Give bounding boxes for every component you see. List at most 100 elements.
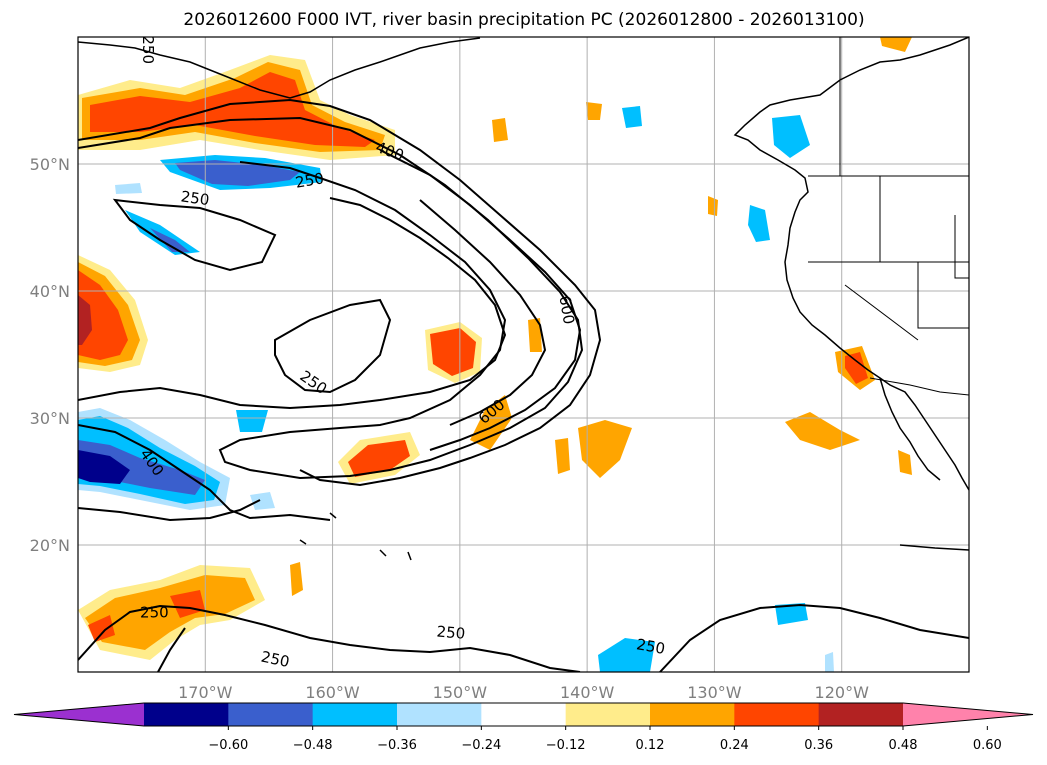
contour-label: 250 — [259, 648, 291, 672]
contour-label: 250 — [180, 187, 211, 209]
contour-label: 250 — [140, 603, 169, 621]
neg-shade-region — [598, 638, 655, 672]
pos-shade-region — [78, 295, 92, 345]
contour-label: 250 — [635, 635, 666, 658]
colorbar-swatch — [650, 703, 735, 726]
neg-shade-region — [125, 210, 200, 255]
pos-shade-region — [492, 118, 508, 142]
gridlines — [78, 37, 969, 672]
ivt-contour-250-south2 — [157, 627, 186, 672]
pos-shade-region — [348, 440, 410, 477]
lat-tick-label: 20°N — [30, 536, 70, 555]
colorbar-swatch — [481, 703, 567, 726]
neg-shade-region — [825, 652, 834, 672]
colorbar-tick-label: 0.48 — [889, 738, 918, 753]
pos-shade-region — [586, 102, 602, 120]
ivt-contour-400 — [78, 98, 602, 487]
us-mexico-border — [869, 377, 969, 396]
colorbar-tick-label: −0.60 — [208, 738, 248, 753]
neg-shade-region — [115, 183, 142, 194]
longitude-tick-labels: 170°W 160°W 150°W 140°W 130°W 120°W — [178, 683, 869, 702]
neg-shade-region — [622, 106, 642, 128]
lon-tick-label: 140°W — [560, 683, 615, 702]
pos-shade-region — [845, 352, 868, 384]
ivt-contour-250-sw — [78, 499, 261, 522]
pos-shade-region — [430, 328, 476, 376]
pos-shade-region — [880, 37, 912, 52]
neg-shade-region — [150, 228, 190, 252]
neg-shade-region — [772, 115, 810, 158]
coastline-alaska — [78, 37, 481, 99]
colorbar-tick-label: −0.24 — [461, 738, 501, 753]
lat-tick-label: 50°N — [30, 155, 70, 174]
pos-shade-region — [555, 438, 570, 474]
colorbar-tick-label: 0.24 — [720, 738, 749, 753]
neg-shade-region — [236, 410, 268, 432]
lon-tick-label: 130°W — [687, 683, 742, 702]
colorbar-swatch — [565, 703, 651, 726]
neg-shade-region — [175, 160, 300, 186]
ivt-contour-250-nw — [112, 198, 277, 272]
coastline-west-coast — [733, 37, 969, 491]
ivt-contour-250-blob — [274, 298, 392, 394]
ivt-contour-250-se — [659, 603, 969, 672]
pos-shade-region — [470, 395, 512, 450]
colorbar: −0.60 −0.48 −0.36 −0.24 −0.12 0.12 0.24 0.36 0.4… — [13, 702, 1034, 753]
neg-shade-region — [78, 440, 205, 495]
coastlines — [78, 37, 969, 561]
pos-shade-region — [90, 72, 375, 147]
lon-tick-label: 120°W — [815, 683, 870, 702]
pos-shade-region — [170, 590, 205, 618]
colorbar-outline — [13, 702, 1034, 727]
coastline-mexico — [899, 544, 969, 551]
coastline-baja — [879, 377, 941, 481]
pos-shade-region — [88, 615, 115, 642]
pos-shade-region — [898, 450, 912, 475]
contour-label: 250 — [294, 169, 325, 192]
lon-tick-label: 150°W — [433, 683, 488, 702]
neg-shade-region — [78, 450, 130, 484]
figure-title: 2026012600 F000 IVT, river basin precipi… — [183, 10, 864, 30]
ivt-contour-250-closed — [78, 197, 507, 410]
latitude-tick-labels: 50°N 40°N 30°N 20°N — [30, 155, 70, 555]
neg-shade-region — [775, 603, 808, 625]
lat-tick-label: 30°N — [30, 409, 70, 428]
contour-label: 250 — [139, 35, 157, 64]
pos-shade-region — [85, 575, 255, 650]
precip-pc-shading — [78, 37, 912, 672]
neg-shade-region — [250, 492, 275, 510]
colorbar-swatch — [734, 703, 820, 726]
colorbar-tick-label: −0.36 — [377, 738, 417, 753]
state-borders — [808, 37, 969, 341]
colorbar-swatch — [228, 703, 314, 726]
ivt-contour-600-inner — [419, 199, 547, 426]
contour-label: 250 — [436, 622, 466, 642]
contour-label: 600 — [555, 294, 578, 325]
ivt-contour-250-south — [78, 604, 581, 672]
pos-shade-region — [290, 562, 303, 596]
pos-shade-region — [708, 196, 718, 216]
colorbar-swatch — [818, 703, 904, 726]
ivt-contours — [78, 98, 969, 672]
colorbar-extend-min — [14, 703, 144, 726]
map-frame — [77, 36, 970, 673]
colorbar-swatch — [144, 703, 229, 726]
ivt-contour-600 — [379, 149, 582, 451]
ivt-contour-400-sw — [78, 424, 331, 521]
colorbar-tick-label: −0.12 — [546, 738, 586, 753]
colorbar-tick-label: −0.48 — [293, 738, 333, 753]
hawaii-islands — [299, 512, 412, 561]
colorbar-swatch — [312, 703, 398, 726]
lat-tick-label: 40°N — [30, 282, 70, 301]
lon-tick-label: 160°W — [305, 683, 360, 702]
colorbar-swatch — [397, 703, 482, 726]
colorbar-tick-label: 0.60 — [973, 738, 1002, 753]
pos-shade-region — [78, 270, 128, 360]
neg-shade-region — [748, 205, 770, 242]
lon-tick-label: 170°W — [178, 683, 233, 702]
pos-shade-region — [578, 420, 632, 478]
colorbar-extend-max — [903, 703, 1033, 726]
